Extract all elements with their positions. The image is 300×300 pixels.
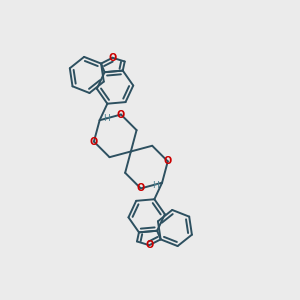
Text: H: H (103, 114, 110, 123)
Text: O: O (90, 136, 98, 147)
Text: O: O (164, 156, 172, 167)
Text: O: O (117, 110, 125, 119)
Text: O: O (108, 53, 117, 63)
Text: O: O (145, 240, 153, 250)
Text: H: H (152, 181, 159, 190)
Text: O: O (136, 183, 145, 194)
